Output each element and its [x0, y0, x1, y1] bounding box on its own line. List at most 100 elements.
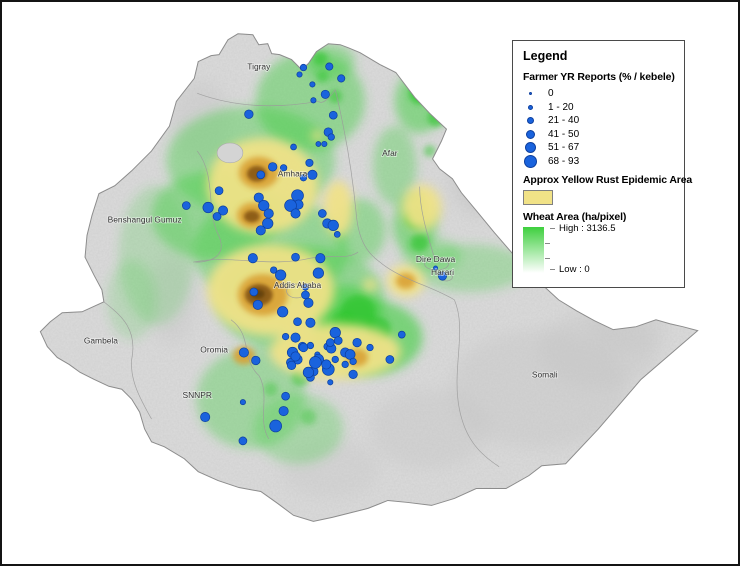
report-bubble [309, 356, 322, 369]
report-bubble [290, 332, 301, 343]
report-bubble [249, 287, 259, 297]
report-bubble [327, 133, 335, 141]
report-bubble [291, 252, 300, 262]
report-class-label: 51 - 67 [548, 142, 580, 154]
report-bubble [333, 336, 343, 345]
report-class-dot-icon [521, 129, 539, 139]
wheat-ramp-labels: High : 3136.5 Low : 0 [550, 223, 616, 275]
report-bubble [299, 174, 308, 182]
report-bubble [325, 62, 334, 71]
report-bubble [279, 164, 288, 172]
report-class-row: 41 - 50 [521, 128, 676, 142]
report-class-dot-icon [521, 154, 539, 168]
report-bubble [352, 337, 362, 348]
report-bubble [262, 217, 274, 230]
report-bubble [252, 299, 263, 310]
lake-tana [216, 142, 244, 164]
region-label-dire-dawa: Dire Dawa [416, 254, 456, 264]
region-label-gambela: Gambela [84, 336, 118, 346]
report-class-dot-icon [521, 104, 539, 110]
wheat-gradient-ramp [523, 227, 550, 273]
report-bubble [325, 338, 335, 347]
epidemic-section-title: Approx Yellow Rust Epidemic Area [523, 174, 693, 186]
reports-section-title: Farmer YR Reports (% / kebele) [523, 71, 675, 83]
report-bubble [296, 71, 303, 78]
report-bubble [218, 205, 229, 216]
report-bubble [238, 436, 248, 446]
region-label-addis-ababa: Addis Ababa [274, 280, 322, 290]
report-bubble [301, 290, 310, 300]
report-bubble [238, 347, 249, 358]
report-class-row: 21 - 40 [521, 114, 676, 128]
report-bubble [433, 265, 439, 271]
report-bubble [341, 360, 349, 369]
report-bubble [286, 360, 297, 371]
report-bubble [277, 306, 289, 318]
report-bubble [256, 170, 266, 180]
wheat-high-label: High : 3136.5 [559, 223, 616, 234]
report-bubble [290, 351, 301, 362]
region-label-oromia: Oromia [200, 345, 228, 355]
region-label-snnpr: SNNPR [182, 390, 211, 400]
region-label-amhara: Amhara [278, 169, 308, 179]
region-label-harari: Harari [431, 267, 454, 277]
report-bubble [258, 199, 270, 212]
report-bubble [263, 208, 274, 219]
wheat-ramp-row: High : 3136.5 Low : 0 [523, 223, 676, 279]
report-class-label: 68 - 93 [548, 155, 580, 167]
report-class-label: 21 - 40 [548, 115, 580, 127]
report-bubble [247, 253, 258, 264]
report-bubble [253, 192, 264, 203]
report-bubble [437, 271, 448, 281]
region-labels-layer: Tigray Afar Amhara Benshangul Gumuz Gambela A… [83, 61, 559, 401]
report-bubble [305, 158, 314, 167]
report-bubble [298, 342, 309, 353]
report-bubble [331, 355, 339, 364]
ramp-tick [545, 258, 550, 259]
report-bubble [281, 332, 290, 341]
report-bubble [268, 162, 278, 172]
report-bubble [318, 209, 327, 218]
report-bubble [385, 355, 395, 364]
report-bubble [269, 419, 282, 433]
report-bubble [212, 212, 222, 221]
report-bubble [181, 201, 191, 210]
wheat-high-row: High : 3136.5 [550, 223, 616, 234]
report-bubble [290, 143, 297, 151]
wheat-section-title: Wheat Area (ha/pixel) [523, 211, 627, 223]
report-bubble [397, 330, 406, 339]
report-bubble [307, 169, 318, 180]
region-boundaries [103, 89, 500, 467]
report-bubble [312, 267, 324, 279]
report-class-dot-icon [521, 142, 539, 154]
report-bubble [239, 399, 246, 406]
report-bubble [303, 297, 314, 308]
report-class-dot-icon [521, 92, 539, 96]
report-class-label: 41 - 50 [548, 128, 580, 140]
report-bubble [275, 269, 287, 281]
report-bubble [366, 343, 374, 352]
report-bubble [337, 74, 346, 83]
report-bubble [315, 253, 326, 264]
report-bubble [315, 141, 322, 147]
report-class-dot-icon [521, 117, 539, 125]
report-bubble [290, 208, 301, 219]
report-bubble [214, 186, 224, 195]
report-bubble [293, 317, 302, 327]
report-bubble [321, 359, 332, 370]
report-bubble [327, 219, 339, 232]
epidemic-core-orange [232, 156, 416, 367]
report-bubble [302, 366, 315, 378]
report-bubble [301, 283, 310, 291]
ramp-tick [550, 228, 555, 229]
report-bubble [310, 97, 317, 104]
report-bubble [284, 199, 297, 212]
report-bubble [333, 231, 341, 238]
region-label-somali: Somali [532, 369, 558, 379]
legend-title: Legend [523, 49, 568, 63]
report-class-label: 1 - 20 [548, 101, 574, 113]
report-bubble [328, 110, 338, 120]
report-class-row: 68 - 93 [521, 154, 676, 169]
region-label-benshangul-gumuz: Benshangul Gumuz [108, 214, 182, 224]
